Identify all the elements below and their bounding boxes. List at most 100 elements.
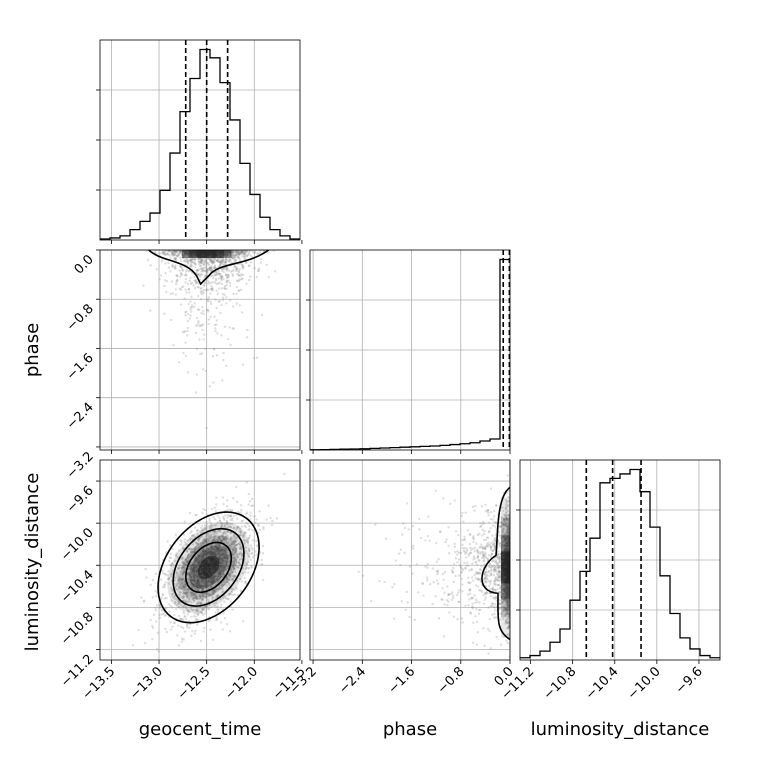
sample-point-225 [199,559,203,562]
sample-point-864 [221,250,225,252]
sample-point-1420 [149,618,152,622]
sample-point-1509 [175,603,179,607]
sample-point-510 [435,560,438,564]
sample-point-51 [231,540,235,543]
sample-point-2122 [228,578,231,581]
sample-point-13 [498,542,501,545]
sample-point-728 [222,583,225,586]
panel-luminosity-distance-vs-geocent-time: −13.5 −13.0 −12.5 −12.0 −11.5−11.2−10.8−10.4… [58,459,309,703]
sample-point-1650 [201,560,205,563]
sample-point-727 [192,599,196,603]
sample-point-1377 [181,586,184,589]
sample-point-908 [466,561,469,564]
sample-point-1158 [214,250,217,254]
sample-point-1144 [209,551,212,554]
sample-point-314 [158,604,161,607]
sample-point-1086 [213,266,217,269]
sample-point-113 [200,291,203,294]
sample-point-1300 [200,287,203,290]
sample-point-32 [220,303,223,307]
sample-point-1359 [246,253,250,256]
sample-point-2165 [233,541,237,545]
sample-point-1399 [211,253,215,257]
sample-point-2174 [198,572,201,576]
sample-point-1863 [190,593,193,597]
sample-point-1898 [191,550,195,553]
sample-point-770 [222,555,226,559]
sample-point-712 [195,586,199,589]
sample-point-1290 [217,546,220,550]
sample-point-125 [481,553,485,556]
sample-point-231 [230,250,233,252]
sample-point-555 [211,289,214,292]
sample-point-2028 [201,607,204,611]
sample-point-6 [495,570,498,573]
sample-point-229 [183,586,186,589]
sample-point-739 [213,252,217,255]
sample-point-411 [196,579,200,582]
sample-point-2190 [240,531,243,535]
sample-point-1620 [262,527,265,531]
sample-point-90 [222,252,226,256]
sample-point-1311 [201,576,205,579]
sample-point-600 [182,597,185,600]
sample-point-5 [508,605,510,608]
sample-point-974 [211,556,215,560]
sample-point-993 [198,254,202,258]
sample-point-467 [221,496,225,499]
sample-point-49 [499,606,503,609]
sample-point-728 [216,250,219,253]
sample-point-1177 [207,253,211,256]
sample-point-1888 [220,548,223,552]
sample-point-188 [205,567,208,571]
sample-point-200 [193,632,196,635]
sample-point-1031 [213,575,216,579]
sample-point-2193 [178,583,182,586]
sample-point-1705 [209,562,212,566]
sample-point-833 [227,250,230,252]
sample-point-875 [163,251,166,254]
sample-point-1019 [231,250,234,252]
sample-point-118 [197,563,201,566]
sample-point-1304 [200,255,203,259]
sample-point-1249 [199,290,203,293]
sample-point-497 [190,261,193,264]
sample-point-655 [256,252,259,255]
sample-point-386 [482,627,485,630]
sample-point-1084 [464,511,467,514]
sample-point-871 [206,568,209,571]
sample-point-485 [196,580,199,583]
sample-point-365 [503,537,507,541]
sample-point-783 [227,564,230,568]
sample-point-83 [218,250,221,253]
sample-point-1775 [198,571,201,574]
sample-point-1312 [219,250,223,253]
sample-point-1643 [212,580,215,583]
sample-point-702 [196,586,199,589]
sample-point-1186 [222,250,225,253]
sample-point-39 [190,615,193,618]
sample-point-57 [194,618,197,621]
sample-point-366 [498,575,502,578]
sample-point-262 [207,250,210,253]
sample-point-716 [211,252,215,255]
sample-point-1264 [218,253,221,257]
sample-point-293 [502,536,506,539]
sample-point-245 [196,574,199,577]
sample-point-1255 [212,562,215,566]
sample-point-1056 [191,250,194,254]
sample-point-1471 [234,549,237,553]
sample-point-1246 [191,569,195,572]
sample-point-156 [184,563,187,566]
sample-point-1887 [238,563,242,566]
sample-point-957 [241,264,244,268]
sample-point-1198 [220,583,224,587]
sample-point-384 [228,572,231,575]
sample-point-533 [191,256,194,259]
sample-point-965 [218,573,222,576]
sample-point-1538 [218,545,221,548]
sample-point-757 [193,596,196,600]
sample-point-336 [190,252,193,255]
sample-point-311 [191,253,195,256]
sample-point-1366 [231,552,235,556]
